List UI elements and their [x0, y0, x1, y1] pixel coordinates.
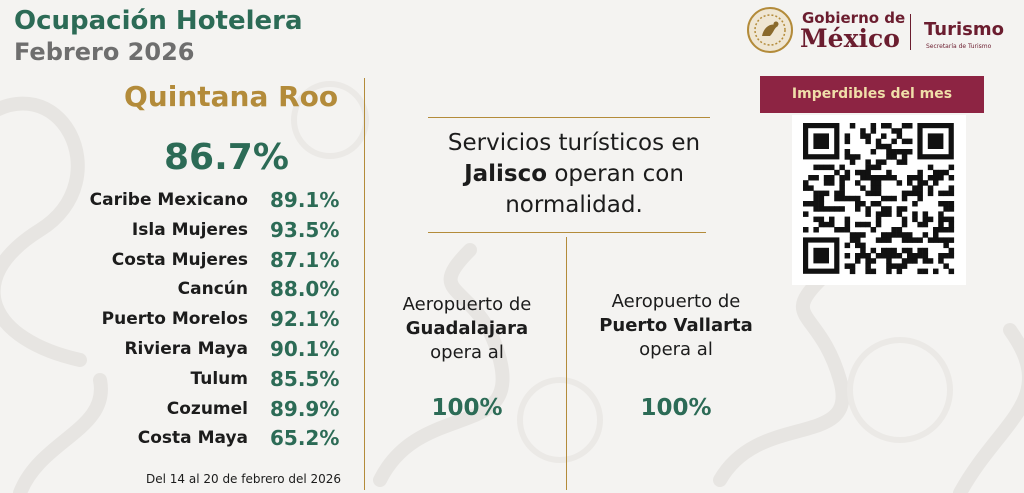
services-line-2-rest: operan con	[547, 161, 684, 187]
airports-divider	[566, 237, 567, 490]
services-statement: Servicios turísticos en Jalisco operan c…	[428, 128, 720, 221]
state-name: Quintana Roo	[124, 80, 339, 113]
state-total-occupancy: 86.7%	[164, 137, 289, 178]
eagle-seal-icon	[747, 7, 793, 53]
destination-name: Caribe Mexicano	[89, 190, 248, 210]
destination-row: Costa Maya 65.2%	[60, 426, 360, 456]
destination-row: Cancún 88.0%	[60, 277, 360, 307]
page-title: Ocupación Hotelera	[14, 6, 303, 36]
destination-row: Riviera Maya 90.1%	[60, 337, 360, 367]
destination-pct: 88.0%	[270, 277, 340, 302]
date-range-footnote: Del 14 al 20 de febrero del 2026	[146, 472, 342, 486]
destination-row: Puerto Morelos 92.1%	[60, 307, 360, 337]
airport-prefix: Aeropuerto de	[402, 294, 532, 315]
destination-pct: 89.1%	[270, 188, 340, 212]
airport-suffix: opera al	[430, 342, 504, 363]
airport-name: Puerto Vallarta	[599, 315, 753, 336]
airport-guadalajara-pct: 100%	[431, 395, 503, 421]
destination-name: Cancún	[177, 279, 248, 300]
airport-guadalajara: Aeropuerto de Guadalajara opera al	[380, 293, 554, 365]
services-top-divider	[428, 117, 710, 118]
services-line-1: Servicios turísticos en	[447, 130, 701, 156]
destination-pct: 65.2%	[270, 426, 340, 451]
destination-name: Puerto Morelos	[101, 309, 248, 330]
logo-gobierno-text: Gobierno de	[802, 9, 906, 27]
services-line-3: normalidad.	[505, 192, 643, 218]
destination-pct: 90.1%	[270, 336, 340, 361]
airport-suffix: opera al	[639, 339, 713, 360]
destination-name: Cozumel	[166, 398, 248, 419]
services-bottom-divider	[428, 232, 706, 233]
imperdibles-banner: Imperdibles del mes	[760, 76, 984, 113]
airport-name: Guadalajara	[405, 318, 529, 339]
destination-name: Costa Mujeres	[111, 249, 248, 270]
logo-mexico-text: México	[800, 24, 900, 53]
services-state-name: Jalisco	[464, 161, 548, 187]
destination-pct: 93.5%	[270, 217, 340, 242]
destination-name: Tulum	[190, 368, 248, 389]
qr-code-panel[interactable]	[792, 115, 966, 285]
destination-list: Caribe Mexicano 89.1% Isla Mujeres 93.5% C…	[60, 188, 360, 456]
destination-pct: 85.5%	[270, 366, 340, 391]
destination-name: Costa Maya	[137, 428, 248, 449]
destination-pct: 87.1%	[270, 247, 340, 272]
airport-puerto-vallarta: Aeropuerto de Puerto Vallarta opera al	[578, 290, 774, 362]
airport-puerto-vallarta-pct: 100%	[640, 395, 712, 421]
destination-name: Riviera Maya	[124, 338, 248, 359]
airport-prefix: Aeropuerto de	[611, 291, 741, 312]
destination-pct: 89.9%	[270, 396, 340, 421]
destination-pct: 92.1%	[270, 307, 340, 332]
logo-turismo-text: Turismo	[924, 19, 1004, 40]
qr-code-icon[interactable]	[792, 115, 966, 285]
logo-divider	[910, 14, 911, 50]
column-divider	[364, 78, 365, 490]
destination-row: Tulum 85.5%	[60, 367, 360, 397]
destination-row: Cozumel 89.9%	[60, 397, 360, 427]
destination-row: Costa Mujeres 87.1%	[60, 248, 360, 278]
destination-name: Isla Mujeres	[131, 219, 248, 240]
destination-row: Isla Mujeres 93.5%	[60, 218, 360, 248]
logo-secretaria-text: Secretaría de Turismo	[926, 43, 992, 50]
services-line-2: Jalisco operan con	[428, 159, 720, 190]
destination-row: Caribe Mexicano 89.1%	[60, 188, 360, 218]
page-subtitle: Febrero 2026	[14, 38, 195, 66]
